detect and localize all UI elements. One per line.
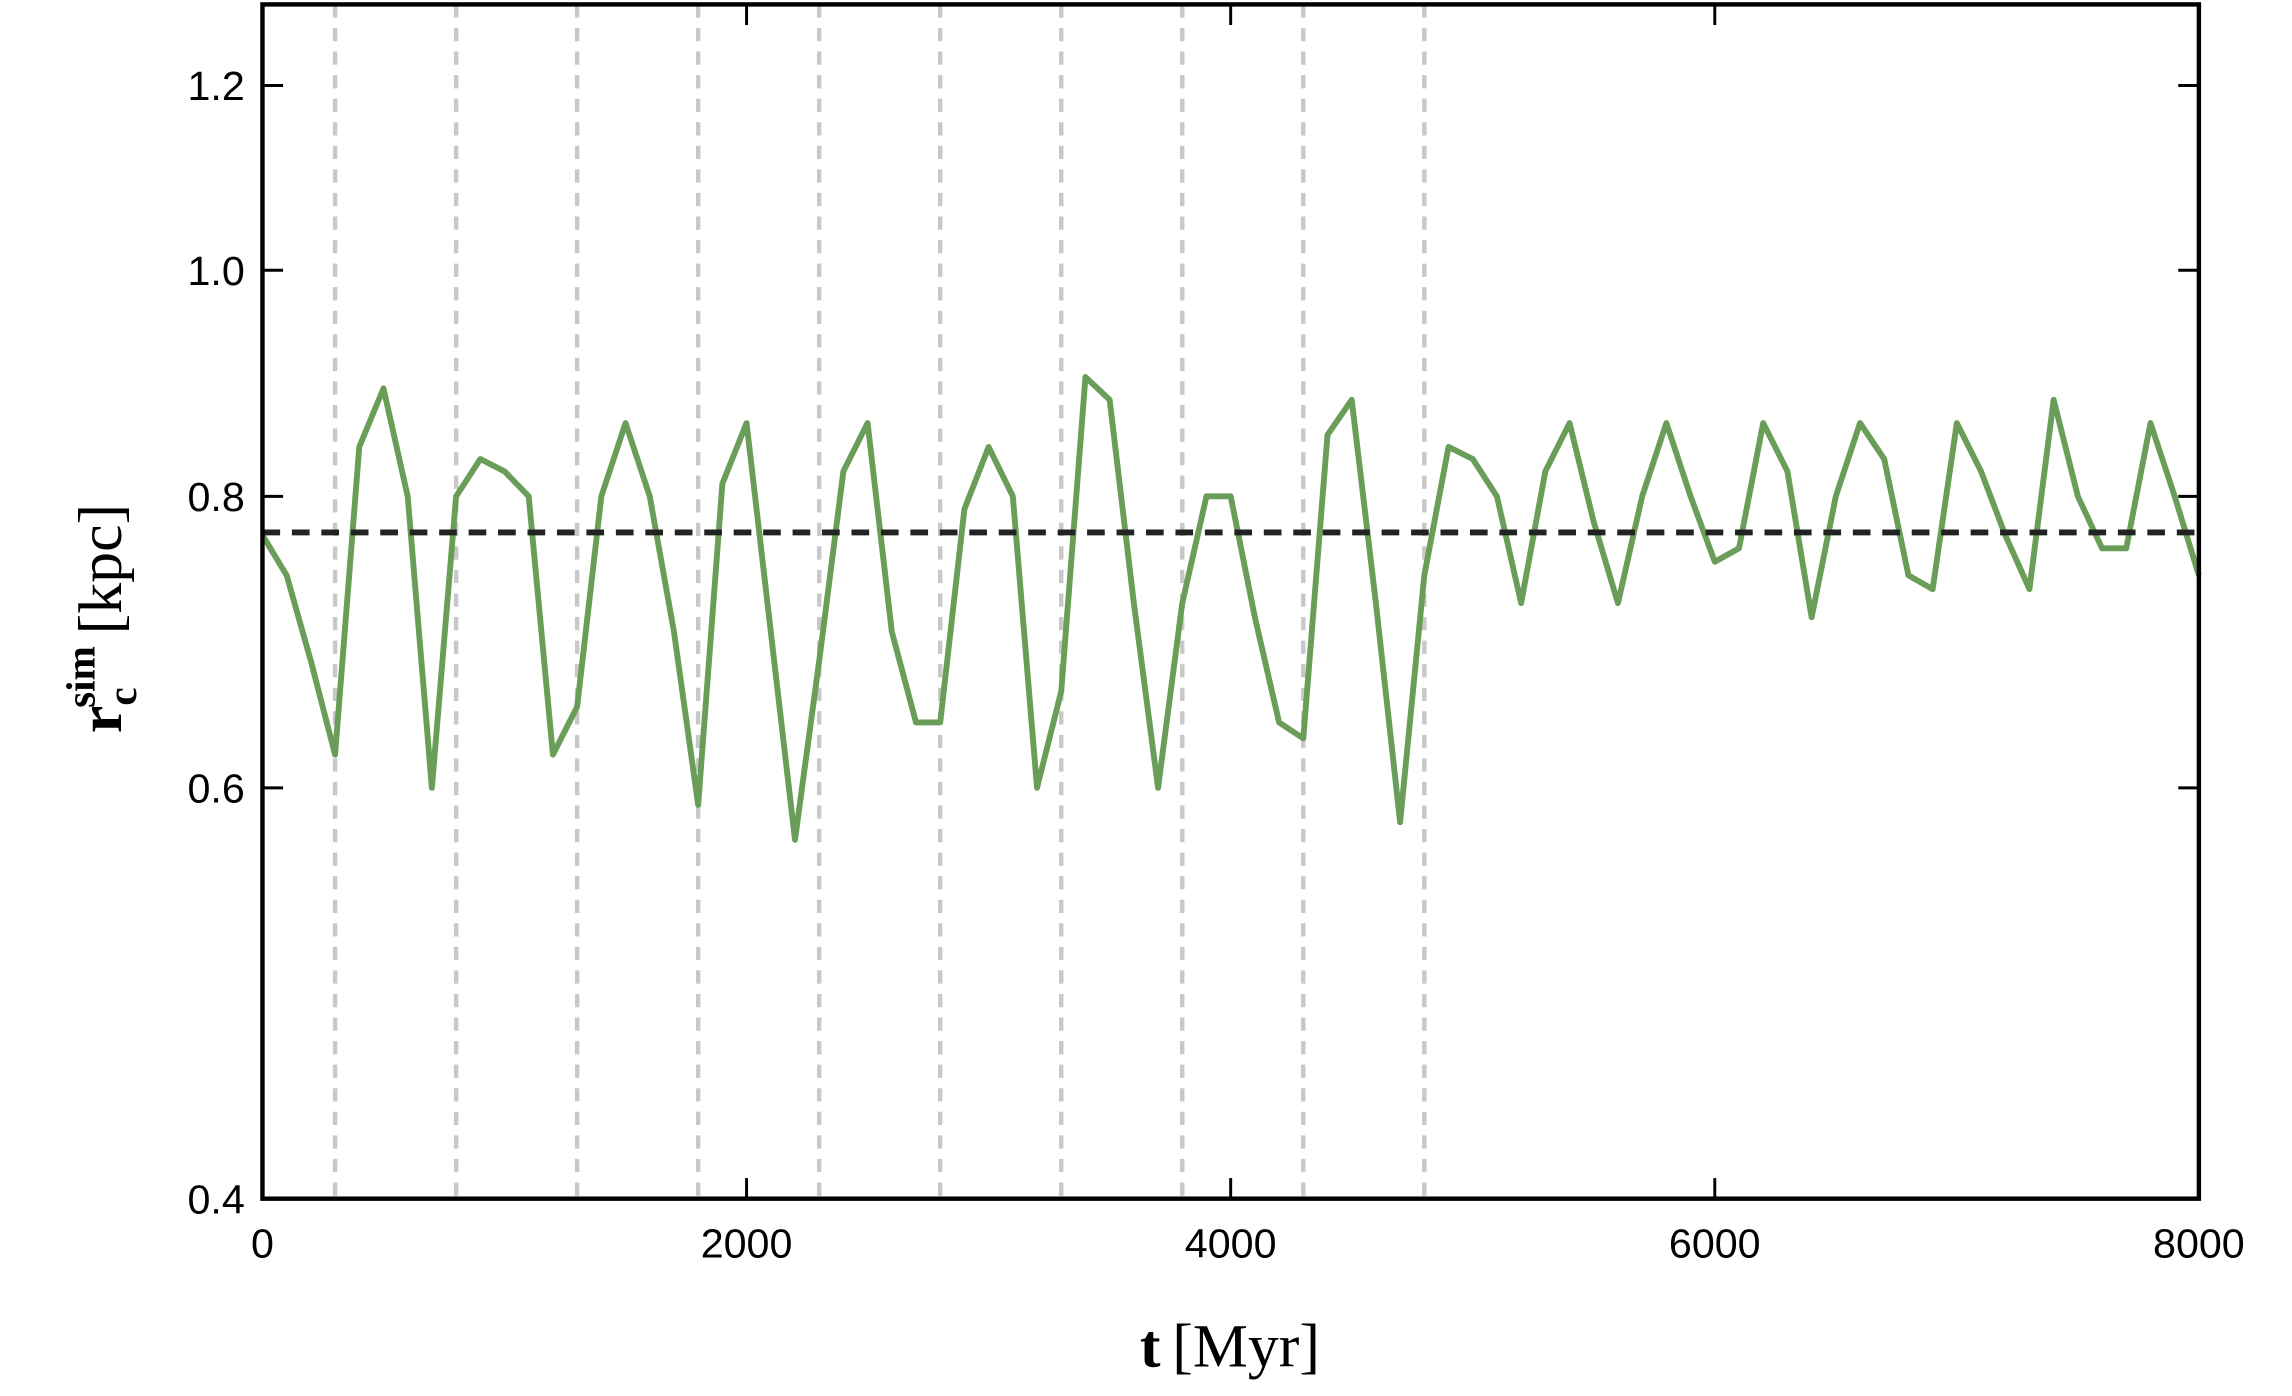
y-tick-label: 0.4 xyxy=(187,1176,244,1222)
x-tick-label: 0 xyxy=(251,1221,274,1267)
x-tick-label: 8000 xyxy=(2153,1221,2245,1267)
y-tick-label: 1.2 xyxy=(187,63,244,109)
y-label-superscript: sim xyxy=(58,646,104,708)
y-tick-label: 0.8 xyxy=(187,474,244,520)
x-tick-label: 6000 xyxy=(1669,1221,1761,1267)
y-tick-label: 0.6 xyxy=(187,766,244,812)
y-label-subscript: c xyxy=(99,687,145,705)
x-tick-label: 4000 xyxy=(1185,1221,1277,1267)
x-label-symbol: t xyxy=(1140,1313,1161,1381)
y-label-unit: [kpc] xyxy=(67,504,135,634)
y-axis-label: rcsim [kpc] xyxy=(58,504,145,733)
y-tick-label: 1.0 xyxy=(187,248,244,294)
x-tick-label: 2000 xyxy=(701,1221,793,1267)
x-axis-label: t [Myr] xyxy=(1140,1313,1320,1381)
y-label-symbol: r xyxy=(67,706,135,733)
series-line xyxy=(259,374,2202,843)
plot-layer xyxy=(259,4,2202,1199)
plot-frame xyxy=(260,2,2202,1201)
x-label-unit: [Myr] xyxy=(1172,1313,1320,1381)
